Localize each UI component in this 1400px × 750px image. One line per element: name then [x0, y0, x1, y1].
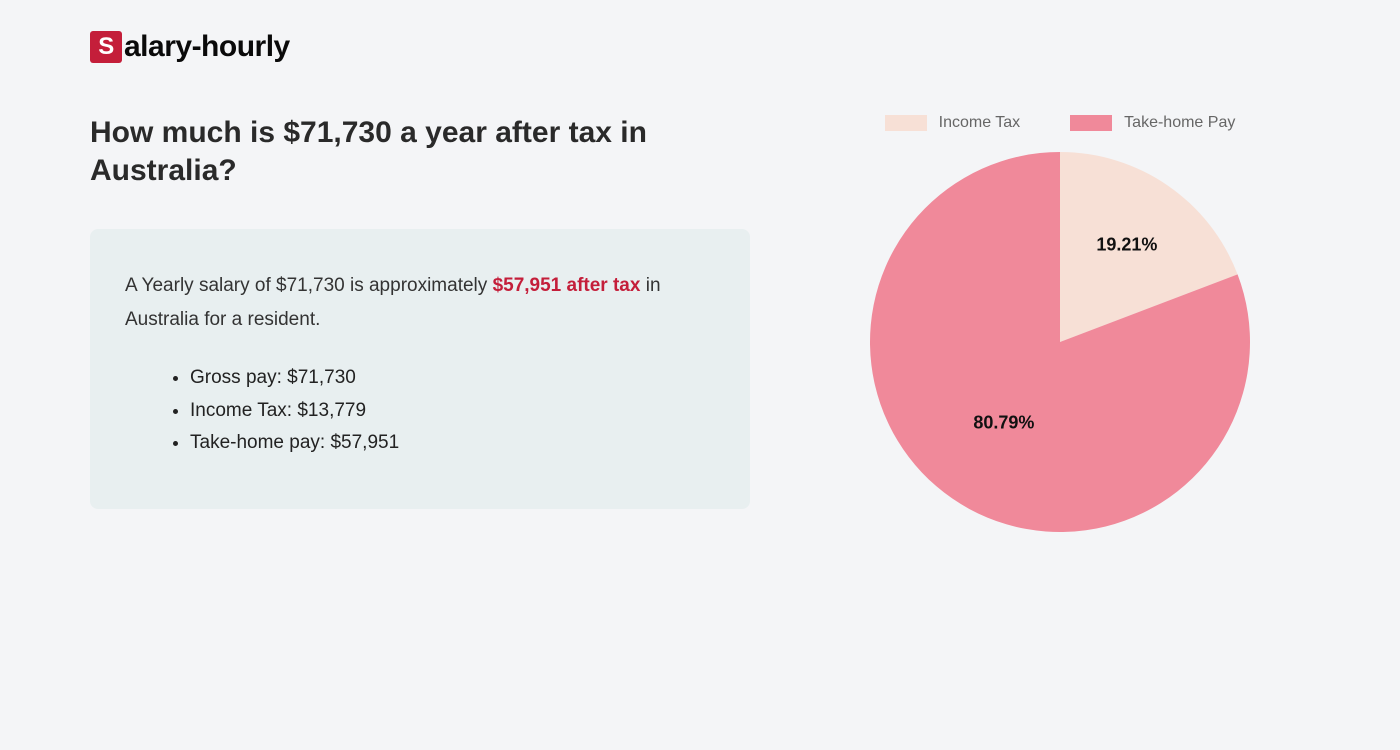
legend-swatch [1070, 115, 1112, 131]
summary-highlight: $57,951 after tax [493, 275, 641, 296]
legend-label: Take-home Pay [1124, 114, 1235, 132]
summary-sentence: A Yearly salary of $71,730 is approximat… [125, 269, 715, 337]
page-title: How much is $71,730 a year after tax in … [90, 114, 750, 189]
list-item: Income Tax: $13,779 [190, 395, 715, 427]
pie-chart: 19.21% 80.79% [870, 152, 1250, 532]
list-item: Gross pay: $71,730 [190, 362, 715, 394]
site-logo: Salary-hourly [90, 30, 1310, 64]
list-item: Take-home pay: $57,951 [190, 427, 715, 459]
chart-legend: Income Tax Take-home Pay [885, 114, 1236, 132]
slice-label-take-home: 80.79% [973, 413, 1034, 434]
legend-item-income-tax: Income Tax [885, 114, 1021, 132]
summary-before: A Yearly salary of $71,730 is approximat… [125, 275, 493, 296]
logo-initial-box: S [90, 31, 122, 63]
logo-text: alary-hourly [124, 30, 290, 64]
slice-label-income-tax: 19.21% [1096, 235, 1157, 256]
summary-list: Gross pay: $71,730 Income Tax: $13,779 T… [125, 362, 715, 459]
legend-label: Income Tax [939, 114, 1021, 132]
legend-item-take-home: Take-home Pay [1070, 114, 1235, 132]
legend-swatch [885, 115, 927, 131]
summary-card: A Yearly salary of $71,730 is approximat… [90, 229, 750, 509]
